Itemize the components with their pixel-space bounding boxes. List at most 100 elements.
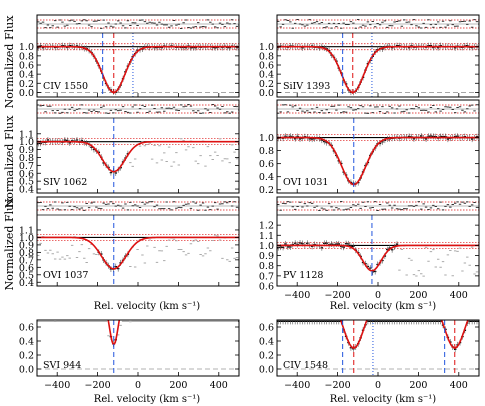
observed-flux bbox=[277, 320, 479, 350]
ytick-label: 1.0 bbox=[19, 137, 34, 148]
panel-1: 0.00.20.40.60.81.0 SiIV 1393 bbox=[259, 14, 480, 99]
ytick-label: 0.4 bbox=[19, 185, 34, 196]
ytick-label: 0.4 bbox=[259, 337, 274, 348]
xtick-label: 0 bbox=[135, 380, 141, 391]
xlabel-left-bottom: Rel. velocity (km s⁻¹) bbox=[94, 394, 200, 405]
xtick-label: 0 bbox=[375, 290, 381, 301]
ytick-label: 0.6 bbox=[259, 61, 274, 72]
ytick-label: 0.0 bbox=[19, 88, 34, 99]
ytick-label: 1.1 bbox=[19, 129, 34, 140]
masked-flux bbox=[37, 320, 239, 337]
panel-plot-area bbox=[277, 320, 479, 376]
panel-plot-area bbox=[37, 104, 239, 193]
panel-plot-area bbox=[37, 201, 239, 286]
flux-errors bbox=[37, 136, 129, 177]
ytick-label: 0.8 bbox=[19, 248, 34, 259]
ytick-label: 0.4 bbox=[259, 172, 274, 183]
model-profile bbox=[277, 45, 479, 94]
ytick-label: 0.5 bbox=[19, 270, 34, 281]
panel-title: SIV 1062 bbox=[43, 177, 87, 188]
flux-errors bbox=[110, 333, 117, 347]
panel-title: SiIV 1393 bbox=[283, 81, 330, 92]
ytick-label: 0.6 bbox=[259, 282, 274, 293]
panel-3: 0.2 0.4 0.6 0.8 1.0 OVI 1031 bbox=[259, 99, 480, 196]
ytick-label: 0.2 bbox=[19, 351, 34, 362]
ytick-label: 0.8 bbox=[259, 146, 274, 157]
ytick-label: 0.0 bbox=[259, 365, 274, 376]
panel-title: PV 1128 bbox=[283, 270, 323, 281]
xtick-label: 200 bbox=[169, 380, 187, 391]
panel-plot-area bbox=[37, 320, 239, 376]
ytick-label: 0.4 bbox=[19, 70, 34, 81]
ytick-label: 0.4 bbox=[19, 337, 34, 348]
panel-0: 0.00.20.40.60.81.0 CIV 1550 bbox=[19, 14, 240, 99]
xtick-label: 400 bbox=[450, 290, 468, 301]
ytick-label: 0.9 bbox=[19, 145, 34, 156]
ytick-label: 0.6 bbox=[19, 263, 34, 274]
flux-errors bbox=[277, 320, 478, 353]
panel-5: 0.60.70.80.91.01.11.2 −400 −200 0 200 400 PV 1… bbox=[259, 196, 480, 301]
panel-title: CIV 1550 bbox=[43, 81, 88, 92]
ytick-label: 1.2 bbox=[259, 221, 274, 232]
ytick-label: 0.2 bbox=[19, 79, 34, 90]
xtick-label: 400 bbox=[210, 380, 228, 391]
panel-plot-area bbox=[277, 201, 479, 286]
xtick-label: −400 bbox=[284, 380, 310, 391]
masked-flux bbox=[37, 234, 239, 268]
ytick-label: 0.7 bbox=[259, 271, 274, 282]
ytick-label: 0.9 bbox=[19, 240, 34, 251]
ylabel-row1: Normalized Flux bbox=[3, 15, 16, 109]
ytick-label: 1.1 bbox=[19, 225, 34, 236]
panel-2: 0.40.50.60.70.80.91.01.1 SIV 1062 bbox=[19, 99, 240, 196]
xtick-label: 200 bbox=[409, 290, 427, 301]
residual-flux bbox=[37, 201, 239, 211]
panel-plot-area bbox=[37, 19, 239, 97]
residual-flux bbox=[37, 19, 239, 29]
ytick-label: 0.0 bbox=[259, 88, 274, 99]
observed-flux bbox=[97, 236, 239, 270]
ytick-label: 0.8 bbox=[259, 261, 274, 272]
ytick-label: 0.2 bbox=[259, 185, 274, 196]
xlabel-right-top: Rel. velocity (km s⁻¹) bbox=[330, 301, 436, 312]
ytick-label: 0.7 bbox=[19, 255, 34, 266]
ylabel-row3: Normalized Flux bbox=[3, 197, 16, 291]
xtick-label: −400 bbox=[44, 380, 70, 391]
residual-flux bbox=[37, 104, 239, 114]
ytick-label: 0.7 bbox=[19, 161, 34, 172]
ytick-label: 0.6 bbox=[19, 169, 34, 180]
xlabel-right-bottom: Rel. velocity (km s⁻¹) bbox=[330, 394, 436, 405]
xtick-label: −200 bbox=[325, 380, 351, 391]
observed-flux bbox=[277, 242, 479, 273]
ytick-label: 0.8 bbox=[259, 51, 274, 62]
ytick-label: 0.0 bbox=[19, 365, 34, 376]
xtick-label: −200 bbox=[85, 380, 111, 391]
ytick-label: 0.9 bbox=[259, 251, 274, 262]
ytick-label: 0.6 bbox=[19, 61, 34, 72]
xtick-label: −200 bbox=[325, 290, 351, 301]
ytick-label: 0.8 bbox=[19, 51, 34, 62]
panel-7: 0.0 0.2 0.4 0.6 −400 −200 0 200 400 CIV 1548 bbox=[259, 319, 480, 391]
residual-flux bbox=[277, 19, 479, 29]
ytick-label: 1.0 bbox=[19, 42, 34, 53]
model-profile bbox=[37, 45, 239, 94]
ytick-label: 1.0 bbox=[259, 241, 274, 252]
ytick-label: 0.4 bbox=[259, 70, 274, 81]
residual-flux bbox=[277, 201, 479, 211]
ytick-label: 0.6 bbox=[19, 323, 34, 334]
xtick-label: 400 bbox=[450, 380, 468, 391]
panel-title: CIV 1548 bbox=[283, 360, 328, 371]
model-profile bbox=[277, 136, 479, 186]
ytick-label: 0.4 bbox=[19, 278, 34, 289]
panel-plot-area bbox=[277, 19, 479, 97]
panel-4: 0.40.50.60.70.80.91.01.1 OVI 1037 bbox=[19, 196, 240, 289]
xtick-label: 200 bbox=[409, 380, 427, 391]
panel-title: OVI 1037 bbox=[43, 270, 88, 281]
ytick-label: 1.0 bbox=[19, 233, 34, 244]
panel-title: SVI 944 bbox=[43, 360, 81, 371]
ytick-label: 0.5 bbox=[19, 177, 34, 188]
ylabel-row2: Normalized Flux bbox=[3, 115, 16, 209]
ytick-label: 1.0 bbox=[259, 42, 274, 53]
model-profile bbox=[37, 236, 239, 270]
ytick-label: 0.8 bbox=[19, 153, 34, 164]
